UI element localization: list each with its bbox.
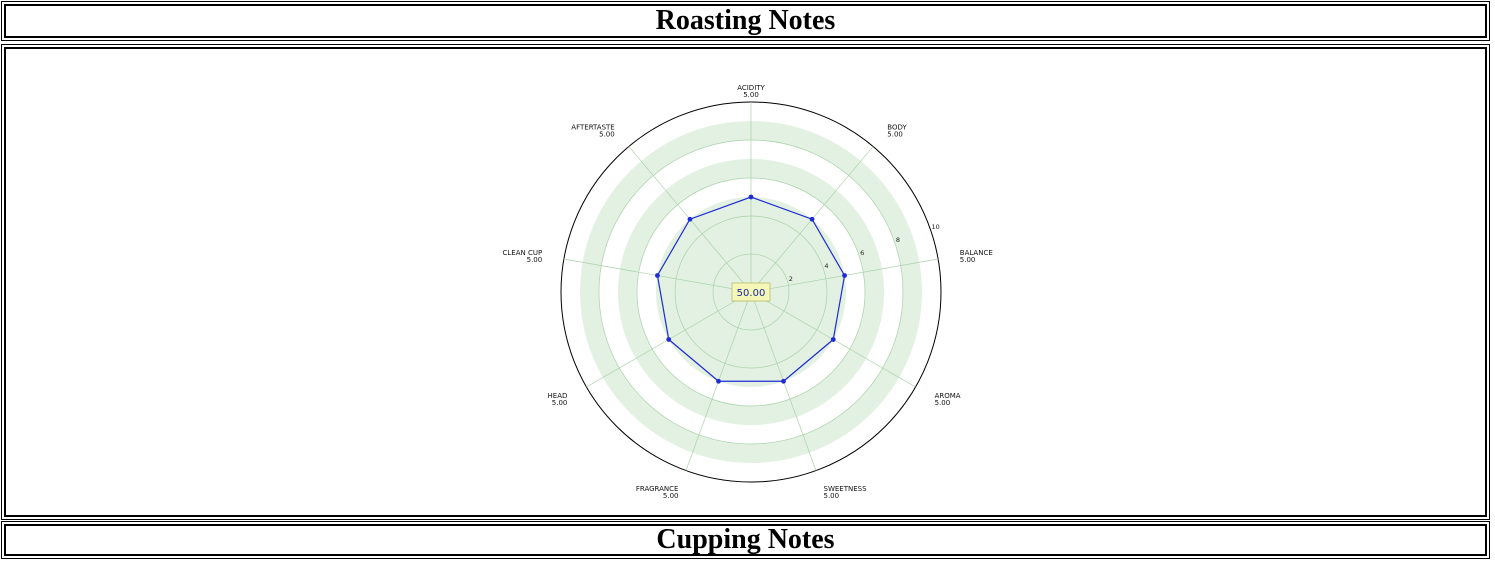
radar-point-fragrance	[716, 378, 721, 384]
axis-score-balance: 5.00	[960, 256, 976, 264]
radar-ring-label-10: 10	[932, 223, 940, 231]
radar-point-aftertaste	[687, 216, 693, 222]
axis-label-sweetness: SWEETNESS	[824, 485, 868, 493]
radar-ring-label-6: 6	[860, 249, 864, 257]
axis-label-acidity: ACIDITY	[737, 84, 765, 92]
axis-score-body: 5.00	[887, 131, 903, 139]
radar-point-sweetness	[781, 378, 786, 384]
axis-label-balance: BALANCE	[960, 249, 993, 257]
axis-label-fragrance: FRAGRANCE	[636, 485, 679, 493]
axis-score-fragrance: 5.00	[663, 492, 679, 500]
axis-label-body: BODY	[887, 124, 907, 132]
roasting-notes-header: Roasting Notes	[1, 1, 1490, 41]
cupping-radar-chart: 246810ACIDITY5.00BODY5.00BALANCE5.00AROM…	[503, 84, 993, 500]
axis-score-head: 5.00	[552, 399, 568, 407]
radar-point-head	[666, 337, 672, 342]
total-score-value: 50.00	[737, 288, 766, 299]
radar-ring-label-4: 4	[824, 262, 828, 270]
total-score-box	[731, 282, 771, 302]
radar-point-acidity	[748, 194, 754, 200]
radar-ring-label-2: 2	[789, 275, 793, 283]
radar-point-aroma	[830, 337, 836, 342]
radar-point-balance	[842, 273, 847, 278]
axis-label-aftertaste: AFTERTASTE	[571, 124, 614, 132]
axis-score-aroma: 5.00	[935, 399, 951, 407]
axis-label-clean-cup: CLEAN CUP	[503, 249, 543, 257]
axis-label-aroma: AROMA	[935, 392, 961, 400]
cupping-radar-panel: 2 4 6 8 10 ACIDITY 5.00 BODY 5.00 BALANCE 5.00 AROM…	[1, 44, 1490, 520]
radar-ring-label-8: 8	[896, 236, 900, 244]
axis-score-aftertaste: 5.00	[599, 131, 615, 139]
axis-score-clean-cup: 5.00	[527, 256, 543, 264]
axis-score-acidity: 5.00	[743, 91, 759, 99]
roasting-notes-title: Roasting Notes	[655, 5, 836, 36]
cupping-notes-title: Cupping Notes	[656, 524, 835, 555]
radar-point-clean-cup	[655, 273, 660, 278]
axis-score-sweetness: 5.00	[824, 492, 840, 500]
axis-label-head: HEAD	[548, 392, 568, 400]
radar-point-body	[809, 216, 815, 222]
radar-series-polygon	[656, 196, 846, 382]
cupping-notes-header: Cupping Notes	[1, 521, 1490, 559]
